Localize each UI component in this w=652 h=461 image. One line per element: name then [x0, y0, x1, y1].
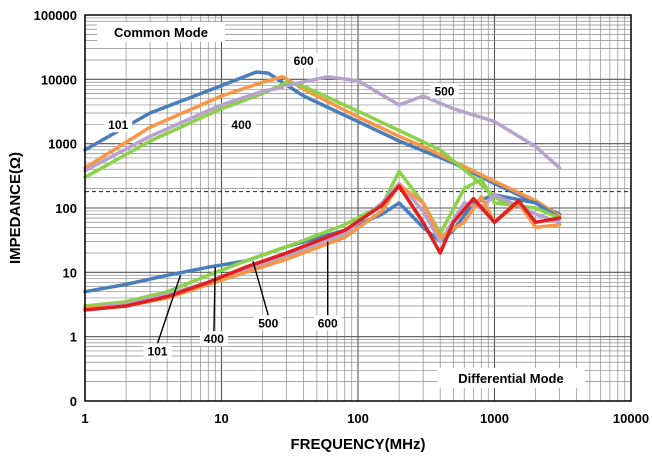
differential-mode-label-600-bg	[313, 315, 342, 331]
common-mode-label: Common Mode	[114, 25, 208, 40]
x-tick-label: 10000	[613, 411, 649, 426]
series-group	[83, 70, 562, 312]
common-mode-series-500	[284, 74, 562, 170]
common-mode-series-101	[83, 70, 562, 216]
differential-mode-pointer-400	[213, 267, 216, 332]
common-mode-series-600	[83, 74, 562, 218]
x-tick-label: 1	[81, 411, 88, 426]
differential-mode-pointer-101	[156, 275, 182, 344]
differential-mode-label-400-bg	[199, 331, 228, 347]
common-mode-label-400: 400	[231, 118, 251, 132]
common-mode-label-101-bg	[104, 117, 133, 133]
differential-mode-box: Differential Mode	[437, 368, 585, 388]
y-tick-label: 0	[70, 394, 77, 409]
y-tick-label: 1	[70, 330, 77, 345]
x-tick-label: 100	[347, 411, 369, 426]
differential-mode-label-500: 500	[258, 316, 278, 330]
y-axis-title: IMPEDANCE(Ω)	[7, 152, 24, 264]
differential-mode-label-600: 600	[318, 316, 338, 330]
common-mode-label-500-bg	[430, 83, 459, 99]
y-tick-label: 100	[55, 201, 77, 216]
differential-mode-series-red	[83, 184, 562, 312]
annotations: 101 600 400 500 101 400 500 600	[104, 52, 459, 359]
common-mode-series-400b	[83, 85, 285, 173]
differential-mode-series-400	[83, 169, 562, 308]
y-tick-label: 10	[63, 265, 77, 280]
x-axis-title: FREQUENCY(MHz)	[291, 436, 426, 453]
x-tick-label: 1000	[480, 411, 509, 426]
differential-mode-label-500-bg	[254, 315, 283, 331]
differential-mode-label-101: 101	[148, 344, 168, 358]
common-mode-box: Common Mode	[97, 22, 225, 42]
y-tick-label: 10000	[41, 72, 77, 87]
differential-mode-label-101-bg	[143, 343, 172, 359]
y-tick-label: 1000	[48, 137, 77, 152]
common-mode-label-101: 101	[108, 118, 128, 132]
differential-mode-label-400: 400	[204, 332, 224, 346]
common-mode-label-600: 600	[294, 54, 314, 68]
plot-frame	[84, 14, 632, 402]
common-mode-label-500: 500	[434, 85, 454, 99]
common-mode-label-600-bg	[289, 52, 318, 68]
y-tick-label: 100000	[34, 8, 77, 23]
x-tick-label: 10	[214, 411, 228, 426]
differential-mode-label: Differential Mode	[458, 371, 563, 386]
common-mode-label-400-bg	[227, 117, 256, 133]
differential-mode-pointer-500	[252, 260, 269, 316]
